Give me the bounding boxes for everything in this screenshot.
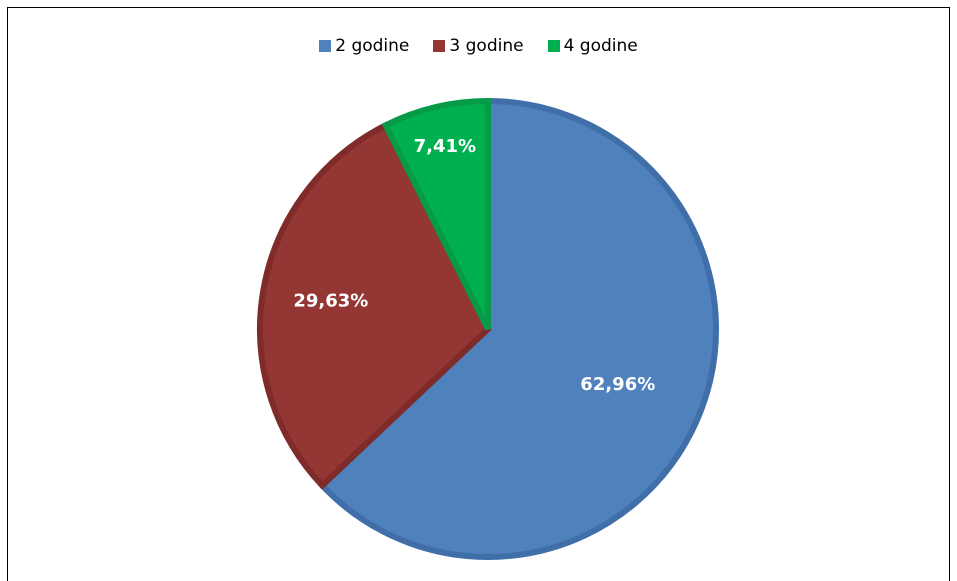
slice-label-3-godine: 29,63% — [293, 290, 368, 311]
slice-label-4-godine: 7,41% — [414, 136, 476, 157]
pie-slice-4-godine — [381, 97, 491, 331]
legend-item-3-godine: 3 godine — [433, 36, 524, 56]
pie-slice-3-godine — [257, 121, 492, 490]
legend-swatch-4-godine — [547, 40, 560, 52]
pie-slice-2-godine — [317, 97, 719, 560]
legend-swatch-2-godine — [319, 40, 332, 52]
legend-label-2-godine: 2 godine — [335, 36, 410, 56]
legend-swatch-3-godine — [433, 40, 446, 52]
legend-item-4-godine: 4 godine — [547, 36, 638, 56]
legend-label-4-godine: 4 godine — [563, 36, 638, 56]
legend-label-3-godine: 3 godine — [449, 36, 524, 56]
legend-item-2-godine: 2 godine — [319, 36, 409, 56]
slice-label-2-godine: 62,96% — [580, 374, 655, 395]
chart-legend: 2 godine 3 godine 4 godine — [0, 36, 957, 56]
